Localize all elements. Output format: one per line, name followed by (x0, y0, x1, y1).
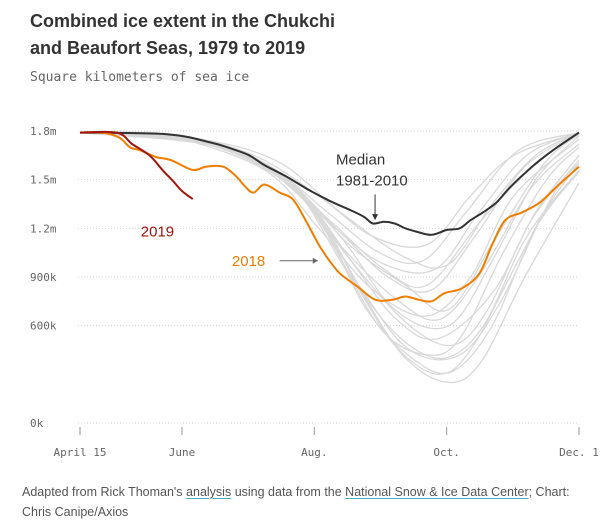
annotation-2018-label: 2018 (232, 253, 265, 270)
analysis-link[interactable]: analysis (186, 485, 232, 499)
historical-year-line (79, 131, 580, 375)
y-tick-label: 900k (30, 271, 57, 284)
line-2019 (79, 130, 194, 200)
median-arrowhead (372, 214, 379, 221)
chart-title-line-1: Combined ice extent in the Chukchi (30, 11, 336, 31)
x-tick-label: Oct. (433, 446, 460, 459)
x-tick-label: April 15 (54, 446, 107, 459)
historical-year-line (79, 131, 580, 356)
historical-year-line (79, 131, 580, 384)
historical-year-line (79, 131, 580, 360)
historical-year-line (79, 131, 580, 265)
source-prefix: Adapted from Rick Thoman's (22, 485, 187, 499)
chart-subtitle: Square kilometers of sea ice (30, 70, 250, 85)
chart-title-line-2: and Beaufort Seas, 1979 to 2019 (30, 38, 306, 58)
source-middle: using data from the (231, 485, 346, 499)
x-tick-label: Dec. 1 (559, 446, 599, 459)
median-line (79, 131, 580, 236)
ice-extent-chart: 0k 600k 900k 1.2m 1.5m 1.8m April 15 June Aug. Oc… (30, 125, 599, 459)
arrowhead-2018 (312, 257, 318, 264)
y-tick-label: 600k (30, 320, 57, 333)
y-tick-label: 1.8m (30, 125, 57, 138)
y-tick-label: 0k (30, 417, 44, 430)
nsidc-link[interactable]: National Snow & Ice Data Center (345, 485, 529, 499)
y-tick-label: 1.2m (30, 222, 57, 235)
x-tick-label: June (169, 446, 196, 459)
source-credit: Adapted from Rick Thoman's analysis usin… (22, 482, 602, 522)
line-2018 (79, 131, 580, 303)
historical-year-line (79, 131, 580, 375)
source-suffix: ; Chart: Chris Canipe/Axios (22, 485, 570, 519)
x-tick-label: Aug. (301, 446, 328, 459)
y-tick-label: 1.5m (30, 174, 57, 187)
annotation-2019-label: 2019 (141, 223, 174, 240)
chart-title: Combined ice extent in the Chukchi and B… (30, 8, 590, 62)
median-annotation-label: Median 1981-2010 (336, 151, 408, 189)
